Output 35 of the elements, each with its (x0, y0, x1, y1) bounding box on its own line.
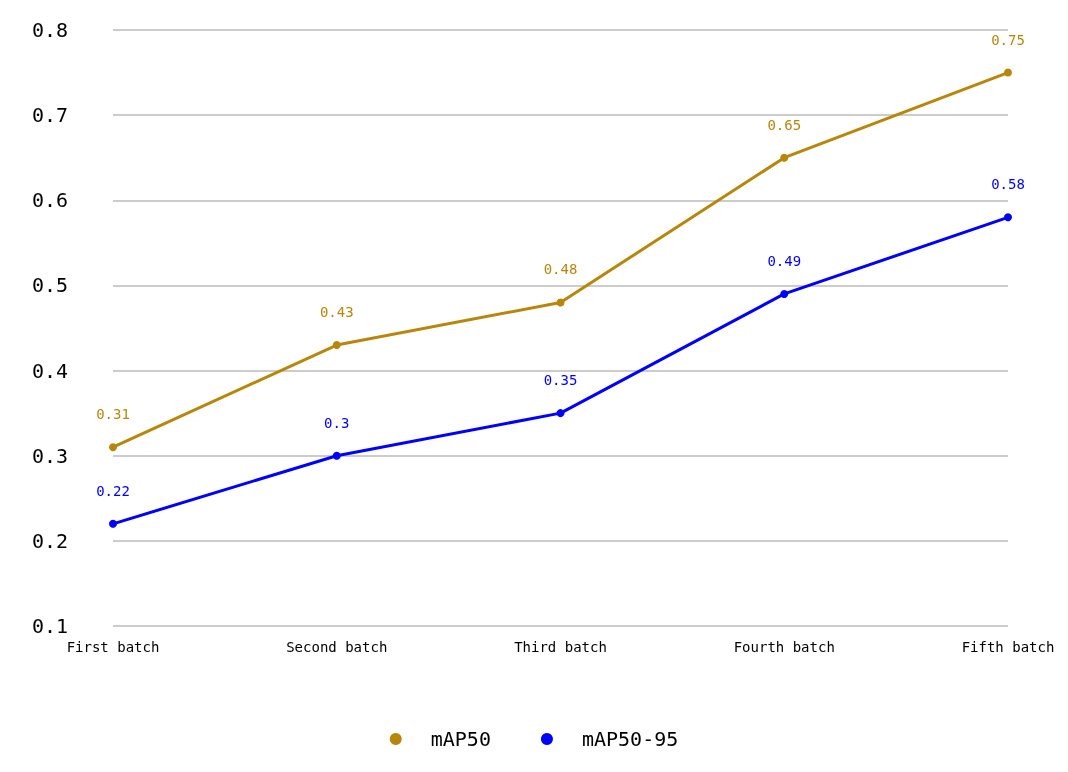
y-tick-label: 0.1 (31, 614, 68, 638)
point (780, 153, 789, 162)
data-label: 0.65 (767, 116, 802, 133)
point (332, 451, 341, 460)
data-label: 0.75 (991, 31, 1025, 48)
x-tick-label: Fifth batch (961, 639, 1055, 655)
point (109, 443, 117, 452)
data-label: 0.43 (319, 304, 354, 321)
y-tick-label: 0.5 (31, 273, 68, 298)
x-tick-label: Fourth batch (733, 639, 835, 655)
data-label: 0.49 (767, 252, 802, 269)
data-label: 0.58 (991, 176, 1025, 193)
legend-label: mAP50-95 (581, 727, 679, 751)
y-tick-label: 0.6 (31, 188, 68, 213)
data-label: 0.48 (543, 261, 578, 278)
y-tick-label: 0.8 (31, 18, 68, 42)
point (1004, 213, 1012, 222)
y-tick-label: 0.4 (31, 358, 68, 383)
y-tick-label: 0.7 (31, 103, 68, 128)
point (780, 289, 789, 298)
y-tick-label: 0.3 (31, 443, 68, 468)
point (109, 519, 117, 528)
data-label: 0.22 (96, 482, 130, 499)
y-tick-label: 0.2 (31, 528, 68, 553)
point (556, 409, 565, 418)
point (556, 298, 565, 307)
x-tick-label: Second batch (286, 639, 388, 655)
point (332, 341, 341, 350)
x-tick-label: First batch (66, 639, 160, 655)
x-tick-label: Third batch (514, 639, 607, 655)
point (1004, 68, 1012, 77)
data-label: 0.31 (96, 406, 130, 423)
data-label: 0.35 (543, 372, 578, 389)
legend-label: mAP50 (430, 727, 491, 751)
data-label: 0.3 (324, 414, 350, 431)
